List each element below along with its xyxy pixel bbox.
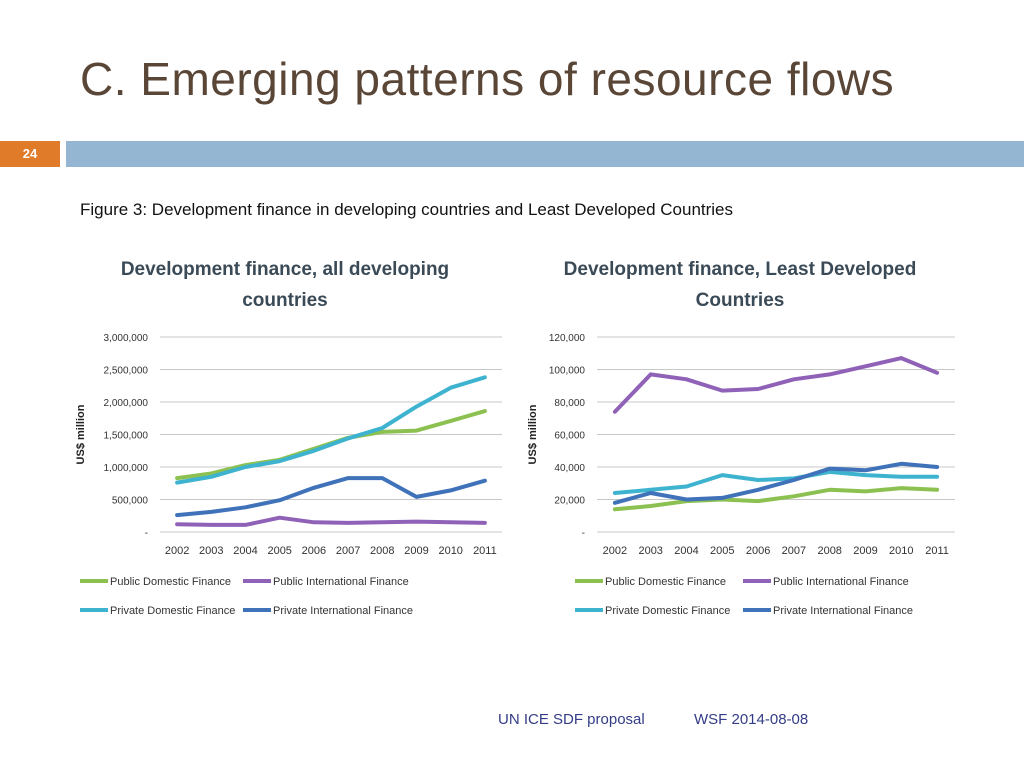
x-tick-label: 2007 [782,545,806,557]
y-tick-label: 100,000 [549,366,586,377]
x-tick-label: 2003 [199,545,223,557]
x-tick-label: 2003 [638,545,662,557]
series-line-private-domestic-finance [612,469,940,495]
y-tick-label: 2,500,000 [104,366,149,377]
legend-label: Public Domestic Finance [110,576,231,588]
legend-label: Public Domestic Finance [605,576,726,588]
series-line-public-international-finance [175,515,487,527]
y-tick-label: 80,000 [554,398,585,409]
series-line-private-domestic-finance [175,375,487,485]
chart-title-line-1: Development finance, Least Developed [564,259,917,280]
y-tick-label: 1,000,000 [104,463,149,474]
series-line-public-domestic-finance [612,486,940,512]
series-line-private-international-finance [612,461,940,505]
legend-label: Private International Finance [773,605,913,617]
legend-label: Private Domestic Finance [605,605,730,617]
x-tick-label: 2002 [165,545,189,557]
x-tick-label: 2007 [336,545,360,557]
x-tick-label: 2005 [267,545,291,557]
x-tick-label: 2006 [746,545,770,557]
page-number: 24 [0,141,60,167]
x-tick-label: 2002 [603,545,627,557]
x-tick-label: 2010 [438,545,462,557]
series-line-public-international-finance [612,356,940,414]
footer-right: WSF 2014-08-08 [694,711,809,728]
y-tick-label: 3,000,000 [104,333,149,344]
legend-label: Private Domestic Finance [110,605,235,617]
legend-label: Private International Finance [273,605,413,617]
chart-title-line-2: Countries [696,290,785,311]
x-tick-label: 2011 [925,545,949,557]
legend-label: Public International Finance [773,576,909,588]
legend-label: Public International Finance [273,576,409,588]
y-tick-label: 40,000 [554,463,585,474]
x-tick-label: 2004 [674,545,698,557]
y-tick-label: 1,500,000 [104,431,149,442]
x-tick-label: 2006 [302,545,326,557]
x-tick-label: 2005 [710,545,734,557]
y-axis-label: US$ million [75,404,87,464]
slide-title: C. Emerging patterns of resource flows [80,53,895,105]
figure-caption: Figure 3: Development finance in develop… [80,200,734,219]
footer-left: UN ICE SDF proposal [498,711,645,728]
y-tick-label: 120,000 [549,333,586,344]
title-divider-bar [66,141,1024,167]
y-tick-label: - [582,528,585,539]
y-tick-label: 2,000,000 [104,398,149,409]
y-tick-label: 500,000 [112,496,149,507]
y-tick-label: - [145,528,148,539]
x-tick-label: 2011 [473,545,497,557]
y-axis-label: US$ million [527,404,539,464]
y-tick-label: 60,000 [554,431,585,442]
x-tick-label: 2009 [404,545,428,557]
x-tick-label: 2009 [853,545,877,557]
x-tick-label: 2008 [817,545,841,557]
y-tick-label: 20,000 [554,496,585,507]
series-line-private-international-finance [175,476,487,518]
x-tick-label: 2010 [889,545,913,557]
chart-all-developing: Development finance, all developing count… [75,259,502,617]
chart-title-line-2: countries [242,290,328,311]
x-tick-label: 2008 [370,545,394,557]
x-tick-label: 2004 [233,545,257,557]
chart-title-line-1: Development finance, all developing [121,259,449,280]
chart-least-developed: Development finance, Least Developed Coun… [527,259,955,617]
